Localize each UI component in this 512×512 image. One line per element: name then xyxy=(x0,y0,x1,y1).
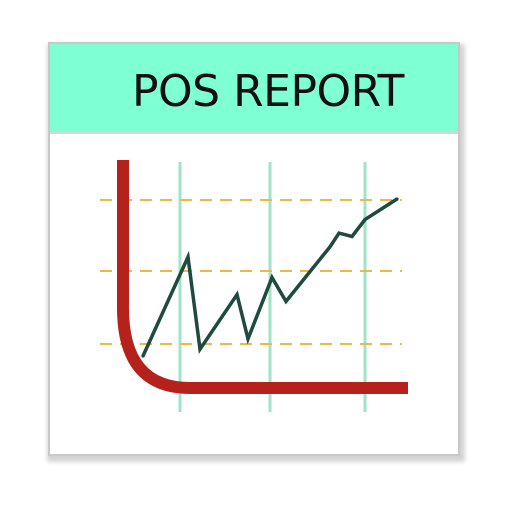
series-point-7 xyxy=(284,299,288,303)
series-point-10 xyxy=(350,234,354,239)
series-point-11 xyxy=(363,217,367,222)
series-line xyxy=(141,197,398,357)
series-point-2 xyxy=(186,255,190,259)
icon-card: POS REPORT xyxy=(48,42,460,456)
icon-title: POS REPORT xyxy=(132,66,404,117)
dashed-gridlines xyxy=(100,199,402,345)
series-point-6 xyxy=(270,275,274,280)
series-point-9 xyxy=(337,231,341,235)
chart-axis-curve xyxy=(117,160,408,394)
icon-header: POS REPORT xyxy=(50,44,458,134)
series-point-5 xyxy=(246,337,250,341)
series-point-3 xyxy=(198,347,202,351)
series-point-4 xyxy=(235,293,239,297)
series-point-12 xyxy=(395,197,399,201)
series-point-1 xyxy=(141,354,145,358)
series-line-group xyxy=(141,197,399,358)
series-point-8 xyxy=(328,245,332,249)
